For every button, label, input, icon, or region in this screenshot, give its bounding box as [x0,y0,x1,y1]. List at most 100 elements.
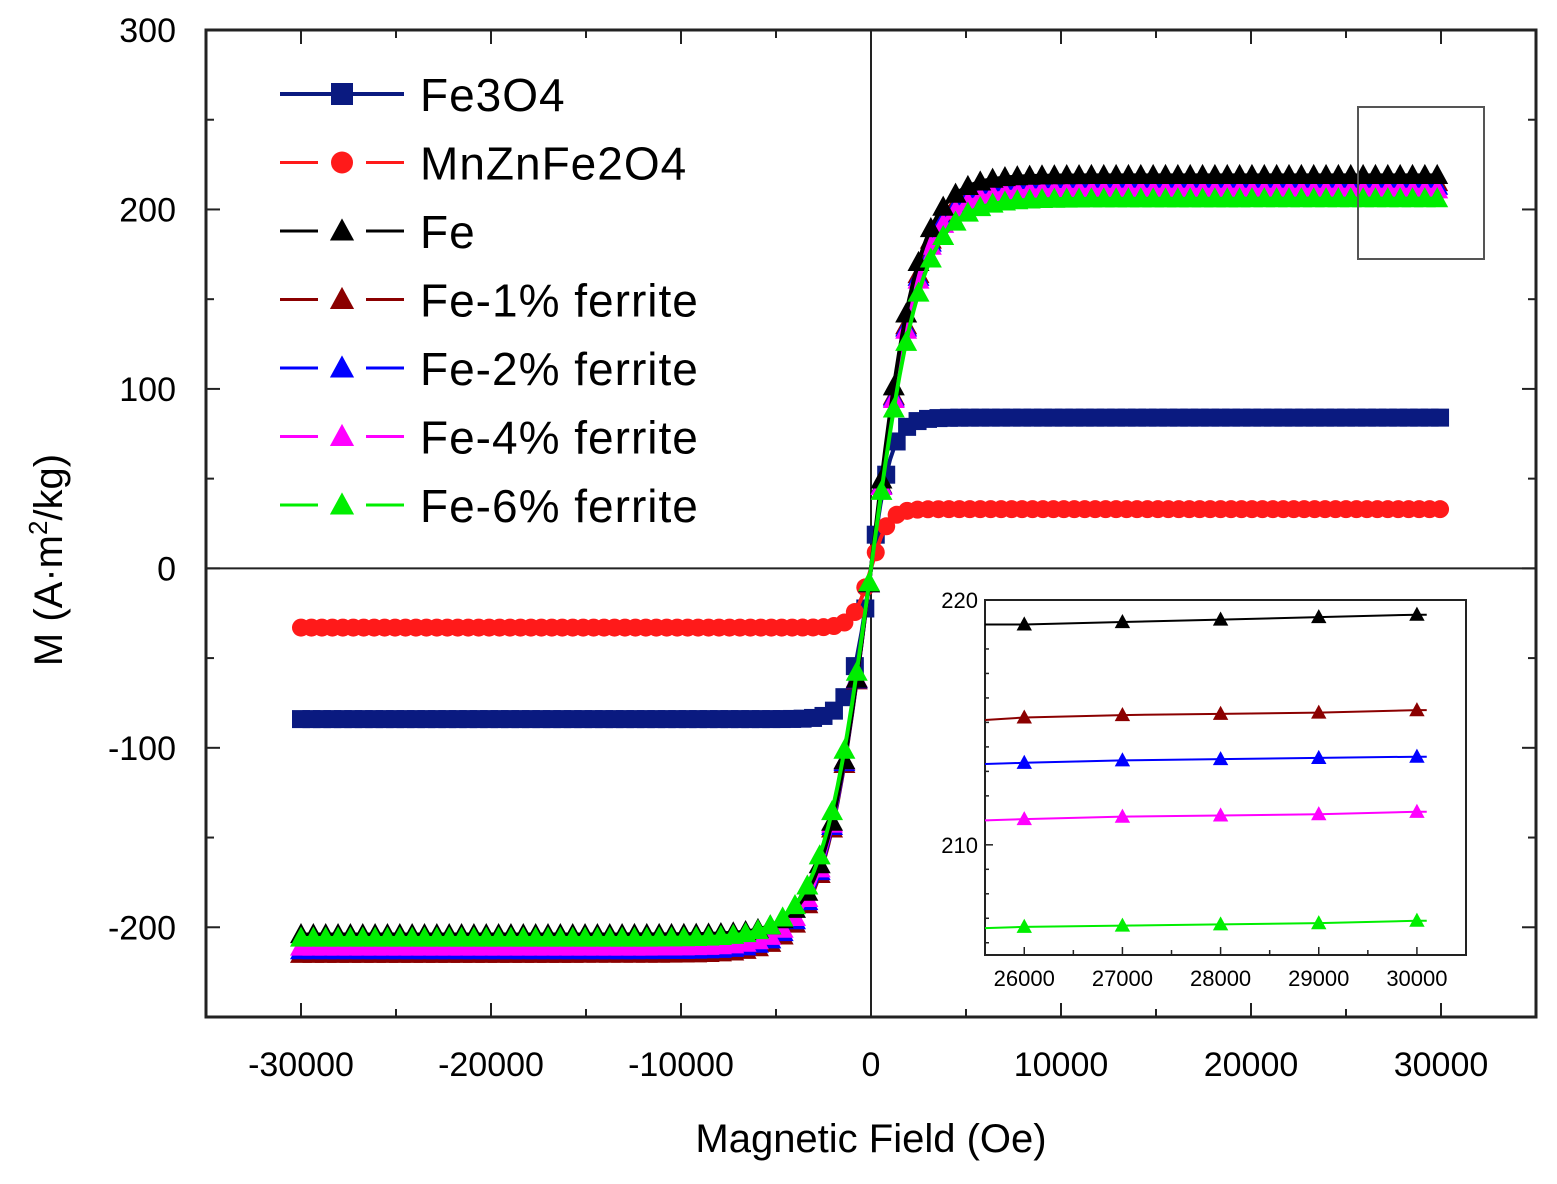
legend-item-Fe3O4: Fe3O4 [280,69,565,121]
y-tick-label: 100 [119,371,176,409]
data-point [956,201,979,222]
data-point [845,660,868,681]
inset-data-point [1212,807,1229,822]
x-tick-label: -30000 [248,1046,354,1084]
series-Fe-6% ferrite [290,187,1449,947]
y-axis-title-sup: 2 [23,521,53,535]
data-point [796,874,819,895]
legend-marker [329,355,355,378]
legend-item-Fe-1% ferrite: Fe-1% ferrite [280,275,699,327]
inset-data-point [1212,916,1229,931]
data-point [808,844,831,865]
y-tick-label: -200 [108,909,176,947]
inset-chart: 26000 27000 28000 29000 30000 210 220 [941,588,1467,991]
inset-x-tick-labels: 26000 27000 28000 29000 30000 [994,966,1448,991]
legend-marker [331,83,353,105]
inset-series-Fe [985,606,1427,631]
inset-data-point [1311,704,1327,719]
x-axis-title: Magnetic Field (Oe) [695,1117,1046,1161]
legend-label: MnZnFe2O4 [420,138,687,190]
data-point [784,893,806,915]
x-tick-label: 10000 [1014,1046,1109,1084]
y-axis-title-main: M (A·m [27,535,71,666]
inset-data-point [1311,749,1327,764]
data-point [944,210,967,231]
y-tick-labels: -200 -100 0 100 200 300 [108,12,176,947]
series-Fe3O4 [292,408,1450,729]
data-point [882,397,905,418]
inset-data-point [1114,613,1131,629]
legend-label: Fe-6% ferrite [420,480,699,532]
legend-label: Fe-1% ferrite [420,275,699,327]
data-point [877,517,896,536]
inset-series-layer [984,606,1427,933]
inset-x-tick-label: 28000 [1190,966,1251,991]
inset-data-point [1016,709,1032,724]
data-point [919,247,942,268]
series-layer [290,163,1450,963]
inset-data-point [1016,616,1032,631]
x-tick-label: 20000 [1204,1046,1299,1084]
data-point [882,375,905,396]
x-tick-label: 30000 [1394,1046,1489,1084]
legend-marker [329,423,355,446]
legend-item-Fe-2% ferrite: Fe-2% ferrite [280,343,699,395]
inset-data-point [1114,808,1131,823]
data-point [895,330,918,351]
data-point [1431,500,1450,519]
data-point [907,281,930,302]
legend-item-Fe-6% ferrite: Fe-6% ferrite [280,480,699,532]
legend-label: Fe-4% ferrite [420,412,699,464]
inset-data-point [1409,748,1425,763]
data-point [870,479,893,500]
data-point [771,906,794,927]
legend-item-MnZnFe2O4: MnZnFe2O4 [280,138,687,190]
legend-label: Fe-2% ferrite [420,343,699,395]
inset-x-tick-label: 26000 [994,966,1055,991]
inset-y-tick-label: 220 [941,588,978,613]
data-point [1431,408,1450,427]
inset-x-tick-label: 27000 [1092,966,1153,991]
legend-marker [329,218,355,241]
legend-marker [331,151,353,174]
tick-marks [205,29,1537,1018]
inset-data-point [1016,811,1032,826]
data-point [1426,187,1449,208]
legend-marker [329,286,355,309]
legend-label: Fe [420,206,476,258]
inset-data-point [1409,702,1425,717]
inset-x-tick-label: 30000 [1386,966,1447,991]
inset-series-Fe-4% ferrite [984,803,1427,826]
inset-data-point [1212,751,1229,766]
data-point [932,224,955,246]
y-tick-label: 0 [157,550,176,588]
inset-data-point [1212,611,1229,626]
data-point [833,738,856,759]
y-axis-title: M (A·m2/kg) [23,454,71,666]
inset-series-Fe-1% ferrite [984,702,1427,724]
data-point [956,190,979,211]
inset-data-point [1311,806,1327,821]
inset-data-point [1409,803,1425,818]
y-tick-label: 300 [119,12,176,50]
inset-data-point [1114,752,1131,767]
inset-data-point [1409,606,1425,621]
inset-y-tick-label: 210 [941,833,978,858]
y-tick-label: -100 [108,730,176,768]
inset-data-point [1016,918,1032,933]
x-tick-labels: -30000 -20000 -10000 0 10000 20000 30000 [248,1046,1488,1084]
inset-data-point [1114,707,1131,722]
x-tick-label: -20000 [438,1046,544,1084]
data-point [835,688,854,707]
y-tick-label: 200 [119,191,176,229]
x-tick-label: -10000 [628,1046,734,1084]
y-axis-title-suffix: /kg) [27,454,71,521]
x-tick-label: 0 [862,1046,881,1084]
inset-y-tick-labels: 210 220 [941,588,978,858]
data-point [932,195,955,216]
data-point [821,799,844,821]
inset-series-Fe-6% ferrite [984,912,1427,933]
legend: Fe3O4 MnZnFe2O4 Fe Fe-1% ferrite Fe-2% ferri… [280,69,699,532]
inset-series-Fe-2% ferrite [984,748,1427,769]
